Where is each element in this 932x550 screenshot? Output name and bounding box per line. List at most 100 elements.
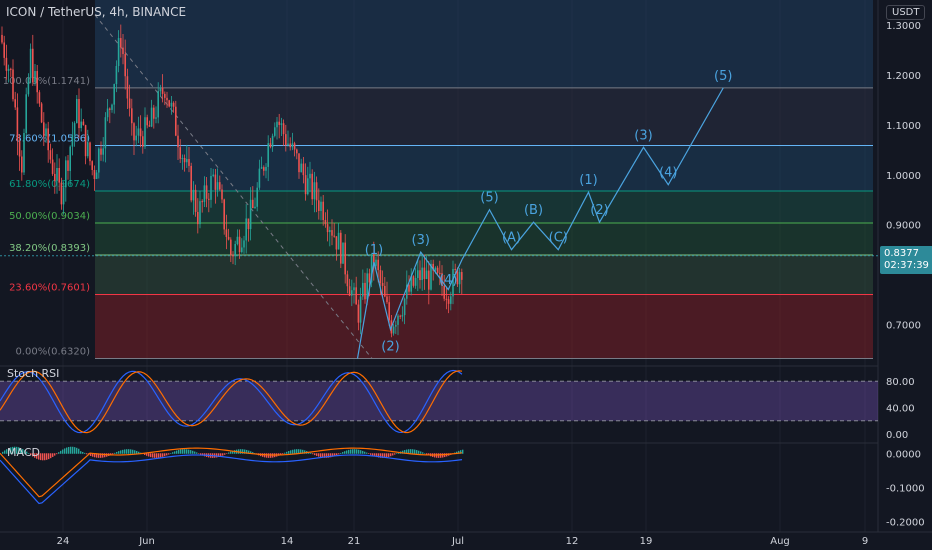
candle-body (5, 57, 8, 71)
candle-body (186, 159, 188, 163)
wave-label: (1) (579, 173, 597, 188)
macd-bar (424, 453, 426, 454)
macd-bar (326, 453, 328, 458)
candle-body (298, 153, 300, 173)
candle-body (370, 254, 373, 283)
macd-bar (150, 453, 152, 458)
candle-body (16, 107, 19, 141)
candle-body (84, 125, 87, 157)
macd-bar (220, 453, 222, 457)
macd-bar (132, 449, 134, 454)
macd-bar (340, 452, 342, 454)
candle-body (120, 38, 122, 48)
candle-body (194, 189, 197, 212)
currency-badge[interactable]: USDT (886, 5, 926, 20)
macd-bar (42, 453, 44, 461)
current-price: 0.8377 (884, 248, 919, 259)
macd-bar (402, 450, 404, 454)
candle-body (65, 160, 67, 188)
macd-bar (16, 446, 18, 454)
macd-bar (188, 449, 190, 454)
candle-body (146, 117, 148, 126)
candle-body (293, 143, 296, 150)
candle-body (7, 68, 10, 71)
macd-bar (54, 453, 56, 456)
macd-bar (46, 453, 48, 460)
candle-body (87, 142, 89, 157)
candle-body (458, 272, 461, 285)
macd-bar (84, 452, 86, 454)
macd-bar (404, 450, 406, 454)
macd-bar (180, 449, 182, 454)
macd-bar (374, 453, 376, 457)
candle-body (205, 185, 208, 199)
candle-body (43, 122, 45, 137)
candle-body (117, 38, 120, 66)
macd-bar (190, 450, 192, 454)
candle-body (280, 123, 283, 125)
macd-bar (80, 451, 82, 454)
candle-body (190, 165, 192, 201)
macd-bar (376, 453, 378, 458)
candle-body (329, 230, 331, 233)
macd-bar (366, 452, 368, 454)
candle-body (150, 107, 153, 127)
candle-body (353, 287, 355, 291)
macd-bar (168, 453, 170, 455)
fib-zone (95, 87, 873, 146)
candle-body (267, 143, 269, 167)
symbol-title[interactable]: ICON / TetherUS, 4h, BINANCE (6, 5, 187, 19)
macd-bar (386, 453, 388, 458)
candle-body (258, 168, 261, 188)
fib-zone (95, 294, 873, 359)
candle-body (315, 182, 318, 201)
candle-body (243, 240, 245, 248)
candle-body (452, 268, 454, 297)
candle-body (179, 147, 181, 159)
candle-body (421, 267, 423, 281)
macd-bar (4, 450, 6, 454)
macd-signal-line (0, 447, 463, 498)
macd-bar (166, 453, 168, 456)
candle-body (362, 282, 364, 297)
candle-body (434, 267, 437, 271)
macd-bar (152, 453, 154, 458)
macd-bar (86, 453, 88, 455)
time-tick-label: 19 (640, 536, 653, 547)
macd-bar (408, 449, 410, 454)
macd-label[interactable]: MACD (7, 446, 40, 459)
candle-body (282, 123, 285, 135)
macd-bar (58, 452, 60, 454)
macd-bar (356, 449, 358, 454)
candle-body (320, 201, 322, 211)
candle-body (384, 285, 386, 297)
stoch-tick-label: 0.00 (886, 430, 908, 441)
macd-bar (246, 449, 248, 454)
macd-bar (8, 448, 10, 454)
candle-body (355, 287, 357, 305)
candle-body (3, 42, 5, 58)
fib-level-label: 38.20%(0.8393) (9, 243, 90, 254)
candle-body (69, 146, 71, 171)
macd-bar (120, 450, 122, 454)
candle-body (54, 173, 56, 181)
macd-bar (56, 453, 58, 455)
stoch-rsi-label[interactable]: Stoch RSI (7, 367, 60, 380)
candle-body (408, 284, 410, 292)
macd-bar (182, 449, 184, 454)
candle-body (188, 159, 190, 166)
candle-body (172, 102, 175, 107)
candle-body (93, 169, 96, 180)
macd-bar (294, 449, 296, 454)
macd-bar (164, 453, 166, 457)
stoch-k-line (0, 369, 463, 434)
macd-bar (332, 453, 334, 457)
macd-bar (102, 453, 104, 458)
time-tick-label: Jul (451, 536, 464, 547)
candle-body (377, 259, 379, 271)
candle-body (133, 123, 135, 141)
macd-bar (104, 453, 106, 458)
macd-bar (300, 449, 302, 454)
macd-bar (94, 453, 96, 458)
